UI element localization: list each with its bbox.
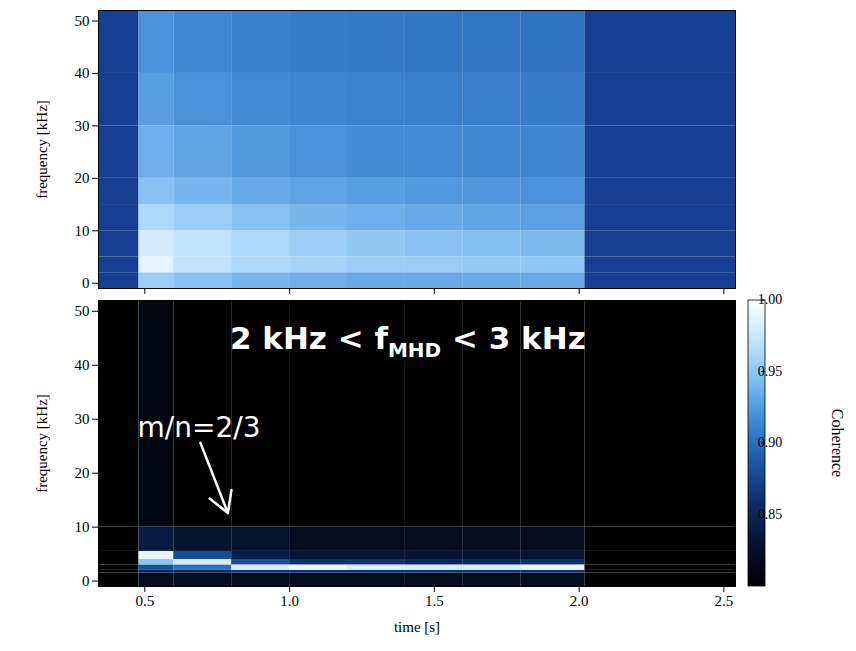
svg-text:1.00: 1.00: [758, 292, 783, 307]
svg-text:2 kHz < fMHD < 3 kHz: 2 kHz < fMHD < 3 kHz: [230, 320, 586, 362]
svg-text:frequency [kHz]: frequency [kHz]: [34, 394, 50, 493]
svg-text:2.0: 2.0: [570, 593, 589, 609]
svg-text:50: 50: [75, 13, 90, 29]
svg-text:0.90: 0.90: [758, 435, 783, 450]
svg-text:40: 40: [75, 65, 90, 81]
svg-text:time [s]: time [s]: [394, 619, 440, 635]
svg-text:0: 0: [82, 573, 90, 589]
svg-text:40: 40: [75, 357, 90, 373]
svg-text:1.5: 1.5: [425, 593, 444, 609]
svg-text:0.95: 0.95: [758, 364, 783, 379]
svg-text:10: 10: [75, 519, 90, 535]
svg-text:20: 20: [75, 170, 90, 186]
svg-text:frequency [kHz]: frequency [kHz]: [34, 100, 50, 199]
svg-text:30: 30: [75, 411, 90, 427]
svg-text:50: 50: [75, 303, 90, 319]
svg-text:10: 10: [75, 223, 90, 239]
svg-text:0: 0: [82, 275, 90, 291]
svg-text:m/n=2/3: m/n=2/3: [137, 411, 260, 444]
svg-text:Coherence: Coherence: [829, 409, 846, 477]
svg-text:1.0: 1.0: [280, 593, 299, 609]
svg-text:2.5: 2.5: [715, 593, 734, 609]
svg-text:0.85: 0.85: [758, 507, 783, 522]
svg-text:30: 30: [75, 118, 90, 134]
svg-text:0.5: 0.5: [135, 593, 154, 609]
svg-text:20: 20: [75, 465, 90, 481]
